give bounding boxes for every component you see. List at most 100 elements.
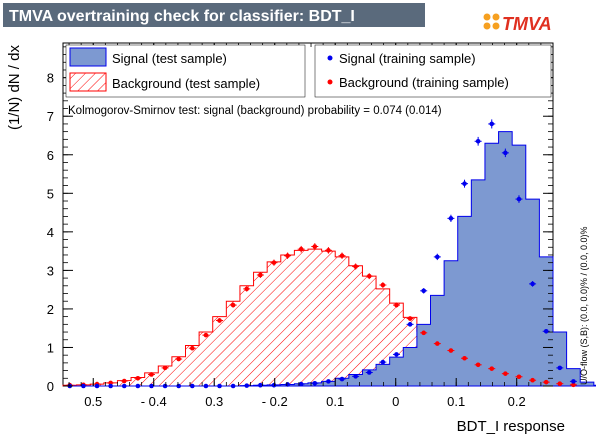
y-tick-label: 8 bbox=[47, 71, 54, 86]
signal-training-point bbox=[339, 376, 345, 382]
background-training-point bbox=[244, 286, 250, 292]
signal-training-point bbox=[244, 383, 250, 388]
background-training-point bbox=[380, 282, 386, 288]
y-tick-label: 6 bbox=[47, 148, 54, 163]
signal-training-point bbox=[121, 383, 127, 389]
signal-training-point bbox=[421, 288, 426, 294]
x-tick-label: 0.1 bbox=[326, 394, 344, 409]
background-training-point bbox=[135, 375, 141, 381]
y-tick-label: 7 bbox=[47, 109, 54, 124]
signal-training-point bbox=[230, 383, 236, 389]
y-tick-label: 3 bbox=[47, 263, 54, 278]
x-tick-label: - 0.2 bbox=[262, 394, 288, 409]
signal-training-point bbox=[503, 150, 508, 156]
background-training-point bbox=[217, 318, 222, 323]
y-tick-label: 0 bbox=[47, 379, 54, 394]
signal-training-point bbox=[380, 359, 386, 365]
background-training-point bbox=[448, 348, 454, 353]
logo-dot bbox=[492, 13, 500, 21]
background-training-point bbox=[475, 362, 481, 368]
signal-training-point bbox=[108, 383, 113, 389]
background-training-point bbox=[394, 302, 399, 308]
legend-label: Signal (training sample) bbox=[339, 51, 476, 66]
overflow-note: U/O-flow (S,B): (0.0, 0.0)% / (0.0, 0.0)… bbox=[579, 226, 589, 385]
legend-box bbox=[314, 44, 552, 98]
signal-training-point bbox=[285, 382, 290, 387]
signal-training-point bbox=[353, 374, 358, 379]
y-tick-label: 5 bbox=[47, 186, 54, 201]
signal-training-point bbox=[217, 383, 222, 389]
x-tick-label: 0.2 bbox=[508, 394, 526, 409]
signal-training-point bbox=[530, 281, 535, 287]
background-training-point bbox=[285, 253, 290, 259]
legend-swatch-signal-test bbox=[69, 47, 107, 67]
background-training-point bbox=[326, 248, 331, 253]
y-tick-label: 2 bbox=[47, 302, 54, 317]
background-training-point bbox=[203, 332, 209, 338]
background-training-point bbox=[435, 341, 440, 346]
legend-label: Signal (test sample) bbox=[112, 51, 227, 66]
background-training-point bbox=[258, 272, 263, 278]
background-training-point bbox=[298, 246, 304, 252]
signal-training-point bbox=[312, 381, 318, 386]
background-training-point bbox=[271, 260, 277, 265]
background-training-point bbox=[339, 253, 345, 259]
background-training-point bbox=[121, 378, 127, 384]
background-training-point bbox=[489, 366, 495, 371]
signal-training-point bbox=[462, 181, 467, 186]
x-tick-label: - 0.4 bbox=[141, 394, 167, 409]
signal-training-point bbox=[571, 379, 576, 384]
x-tick-label: 0.3 bbox=[205, 394, 223, 409]
signal-training-point bbox=[203, 383, 209, 389]
background-training-point bbox=[557, 381, 563, 386]
background-training-point bbox=[407, 316, 413, 321]
legend-swatch-background-test bbox=[69, 72, 107, 92]
signal-training-point bbox=[557, 365, 563, 371]
signal-training-point bbox=[162, 383, 168, 389]
logo-dot bbox=[483, 13, 491, 21]
signal-training-point bbox=[489, 121, 495, 127]
legend-marker-background-training bbox=[327, 79, 333, 85]
x-tick-label: 0.1 bbox=[447, 394, 465, 409]
background-training-point bbox=[543, 379, 549, 385]
x-axis-title: BDT_I response bbox=[457, 418, 565, 435]
signal-training-point bbox=[298, 381, 304, 387]
title-banner bbox=[3, 3, 425, 27]
signal-training-point bbox=[448, 216, 454, 221]
background-training-point bbox=[190, 345, 195, 351]
signal-training-point bbox=[176, 383, 181, 389]
background-training-point bbox=[462, 355, 467, 361]
signal-training-point bbox=[258, 382, 263, 388]
signal-training-point bbox=[475, 138, 481, 144]
signal-training-point bbox=[516, 196, 522, 202]
background-training-point bbox=[149, 372, 154, 377]
signal-training-point bbox=[543, 328, 549, 334]
logo-text: TMVA bbox=[502, 14, 552, 34]
logo-dot bbox=[483, 22, 491, 30]
background-training-point bbox=[176, 356, 181, 362]
background-training-point bbox=[353, 264, 358, 269]
background-training-point bbox=[162, 365, 168, 371]
signal-training-point bbox=[149, 383, 154, 389]
legend-label: Background (test sample) bbox=[112, 76, 260, 91]
y-tick-label: 4 bbox=[47, 225, 54, 240]
logo-dot bbox=[492, 22, 500, 30]
signal-training-point bbox=[94, 383, 100, 389]
legend: Signal (test sample) Signal (training sa… bbox=[65, 44, 552, 98]
background-training-point bbox=[530, 377, 535, 383]
y-tick-label: 1 bbox=[47, 340, 54, 355]
signal-training-point bbox=[435, 254, 440, 260]
background-training-point bbox=[421, 330, 426, 336]
legend-label: Background (training sample) bbox=[339, 75, 509, 90]
signal-training-point bbox=[326, 379, 331, 384]
tmva-logo: TMVA bbox=[483, 13, 552, 34]
signal-training-point bbox=[81, 383, 86, 389]
background-training-point bbox=[230, 302, 236, 308]
x-tick-label: 0 bbox=[392, 394, 399, 409]
x-tick-label: 0.5 bbox=[84, 394, 102, 409]
page-title: TMVA overtraining check for classifier: … bbox=[9, 8, 355, 25]
background-training-point bbox=[571, 382, 576, 388]
signal-training-point bbox=[190, 383, 195, 389]
